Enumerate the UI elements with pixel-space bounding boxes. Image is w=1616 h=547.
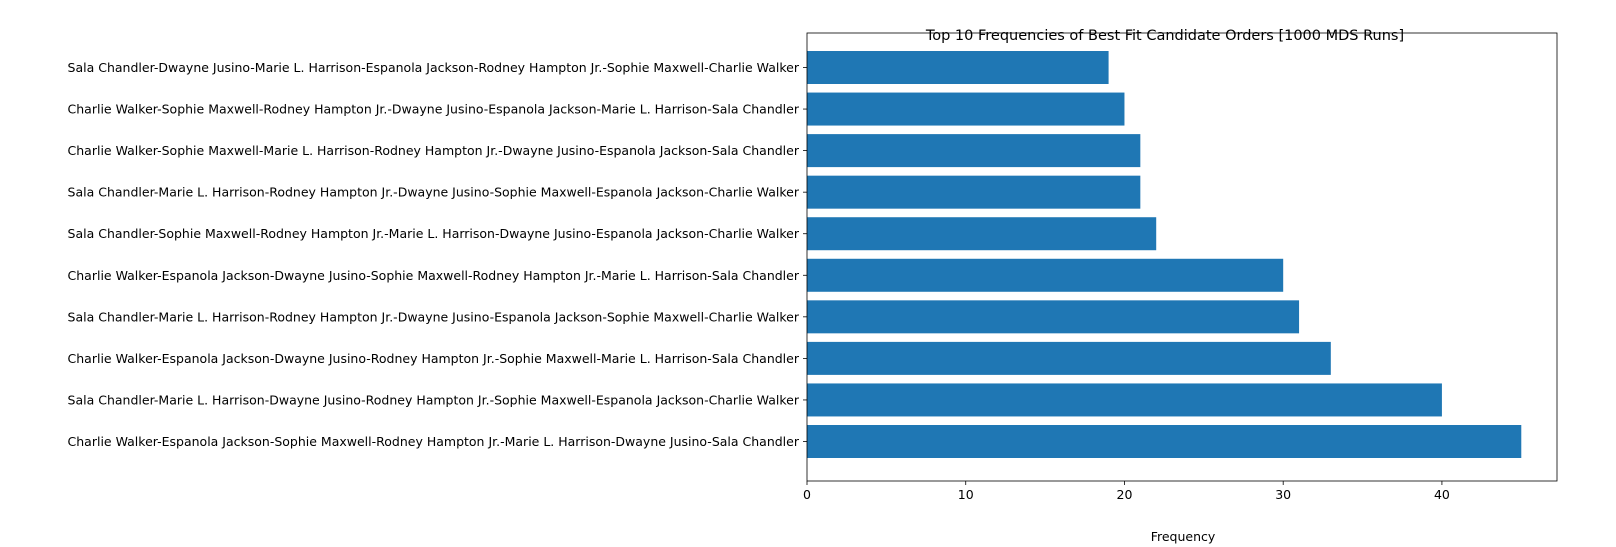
category-label: Sala Chandler-Marie L. Harrison-Rodney H… [68, 309, 800, 324]
x-tick-label: 40 [1434, 487, 1450, 502]
category-label: Charlie Walker-Sophie Maxwell-Rodney Ham… [68, 102, 800, 117]
x-tick-label: 30 [1275, 487, 1291, 502]
category-label: Charlie Walker-Espanola Jackson-Dwayne J… [68, 351, 800, 366]
bar [807, 217, 1157, 251]
category-labels: Sala Chandler-Dwayne Jusino-Marie L. Har… [68, 60, 807, 449]
bar [807, 51, 1109, 84]
x-tick-label: 10 [958, 487, 974, 502]
category-label: Sala Chandler-Dwayne Jusino-Marie L. Har… [68, 60, 800, 75]
category-label: Sala Chandler-Sophie Maxwell-Rodney Hamp… [68, 226, 800, 241]
bar [807, 425, 1522, 458]
category-label: Charlie Walker-Espanola Jackson-Dwayne J… [68, 268, 800, 283]
bars-group [807, 51, 1522, 458]
x-axis-label: Frequency [1151, 529, 1216, 544]
bar [807, 258, 1284, 292]
chart-title: Top 10 Frequencies of Best Fit Candidate… [925, 28, 1404, 44]
bar [807, 175, 1141, 209]
category-label: Charlie Walker-Espanola Jackson-Sophie M… [68, 434, 800, 449]
bar [807, 383, 1442, 417]
x-tick-label: 0 [803, 487, 811, 502]
bar [807, 92, 1125, 126]
x-axis-ticks: 0 10 20 30 40 [803, 481, 1450, 502]
bar [807, 300, 1300, 334]
category-label: Sala Chandler-Marie L. Harrison-Dwayne J… [68, 392, 800, 407]
plot-frame [806, 32, 1558, 482]
bar [807, 134, 1141, 168]
x-tick-label: 20 [1117, 487, 1133, 502]
bar [807, 341, 1331, 375]
axes-frame [806, 32, 1558, 482]
category-label: Sala Chandler-Marie L. Harrison-Rodney H… [68, 185, 800, 200]
category-label: Charlie Walker-Sophie Maxwell-Marie L. H… [68, 143, 800, 158]
